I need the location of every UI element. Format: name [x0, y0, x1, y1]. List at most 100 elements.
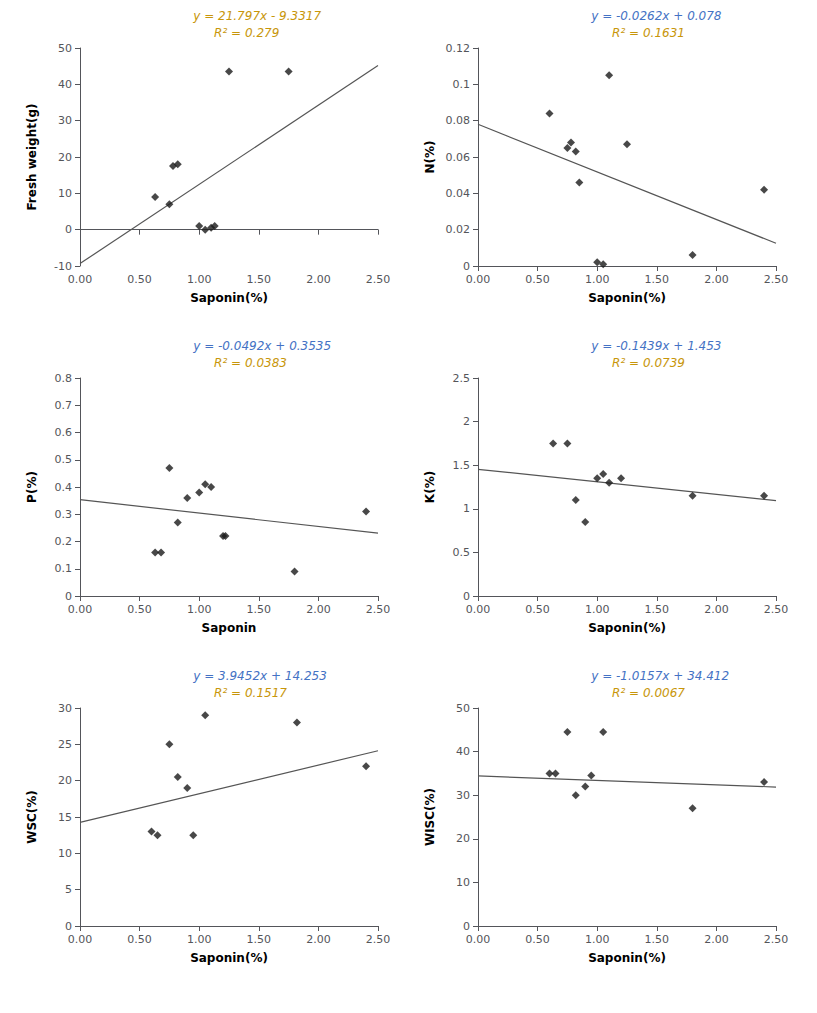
svg-text:y = -0.1439x + 1.453: y = -0.1439x + 1.453 — [590, 339, 721, 353]
svg-text:WISC(%): WISC(%) — [423, 788, 437, 846]
svg-text:0.50: 0.50 — [525, 603, 550, 616]
svg-text:0.00: 0.00 — [68, 933, 93, 946]
svg-text:1.00: 1.00 — [585, 933, 610, 946]
svg-text:Saponin(%): Saponin(%) — [190, 951, 268, 965]
svg-text:K(%): K(%) — [423, 471, 437, 503]
svg-text:1.50: 1.50 — [247, 603, 272, 616]
svg-text:WSC(%): WSC(%) — [25, 790, 39, 844]
svg-text:0.50: 0.50 — [127, 273, 152, 286]
svg-text:0: 0 — [463, 590, 470, 603]
svg-text:0.1: 0.1 — [55, 562, 73, 575]
svg-text:R² = 0.279: R² = 0.279 — [214, 26, 279, 40]
svg-text:2.00: 2.00 — [704, 273, 729, 286]
svg-text:10: 10 — [456, 876, 470, 889]
svg-text:0.00: 0.00 — [466, 273, 491, 286]
svg-text:2: 2 — [463, 415, 470, 428]
svg-text:P(%): P(%) — [25, 471, 39, 503]
svg-text:0.12: 0.12 — [446, 42, 471, 55]
svg-text:N(%): N(%) — [423, 140, 437, 173]
svg-text:1.00: 1.00 — [187, 933, 212, 946]
svg-text:0.50: 0.50 — [525, 273, 550, 286]
svg-text:0.00: 0.00 — [68, 273, 93, 286]
svg-text:2.00: 2.00 — [704, 933, 729, 946]
svg-text:0.50: 0.50 — [525, 933, 550, 946]
svg-text:10: 10 — [58, 847, 72, 860]
svg-text:R² = 0.0739: R² = 0.0739 — [612, 356, 685, 370]
svg-text:0.5: 0.5 — [453, 546, 471, 559]
svg-text:1.50: 1.50 — [247, 273, 272, 286]
svg-text:0: 0 — [463, 260, 470, 273]
svg-text:2.00: 2.00 — [704, 603, 729, 616]
svg-text:50: 50 — [58, 42, 72, 55]
svg-text:40: 40 — [58, 78, 72, 91]
svg-text:2.50: 2.50 — [764, 933, 789, 946]
svg-text:0.4: 0.4 — [55, 481, 73, 494]
svg-text:0.2: 0.2 — [55, 535, 73, 548]
svg-text:0: 0 — [65, 590, 72, 603]
svg-text:0: 0 — [65, 920, 72, 933]
svg-text:0.50: 0.50 — [127, 933, 152, 946]
svg-text:Fresh weight(g): Fresh weight(g) — [25, 103, 39, 210]
svg-text:25: 25 — [58, 738, 72, 751]
svg-text:Saponin: Saponin — [202, 621, 257, 635]
svg-text:1: 1 — [463, 502, 470, 515]
svg-text:y = 21.797x - 9.3317: y = 21.797x - 9.3317 — [192, 9, 321, 23]
svg-text:1.5: 1.5 — [453, 459, 471, 472]
svg-text:1.00: 1.00 — [585, 603, 610, 616]
svg-text:0.6: 0.6 — [55, 426, 73, 439]
svg-text:10: 10 — [58, 187, 72, 200]
svg-text:20: 20 — [58, 151, 72, 164]
svg-text:1.00: 1.00 — [585, 273, 610, 286]
svg-text:Saponin(%): Saponin(%) — [190, 291, 268, 305]
svg-text:0.02: 0.02 — [446, 223, 471, 236]
svg-text:2.00: 2.00 — [306, 273, 331, 286]
svg-text:30: 30 — [456, 789, 470, 802]
svg-text:2.5: 2.5 — [453, 372, 471, 385]
svg-text:30: 30 — [58, 702, 72, 715]
svg-text:Saponin(%): Saponin(%) — [588, 951, 666, 965]
svg-text:2.50: 2.50 — [366, 933, 391, 946]
svg-text:5: 5 — [65, 883, 72, 896]
svg-text:0.08: 0.08 — [446, 114, 471, 127]
svg-text:2.00: 2.00 — [306, 933, 331, 946]
svg-text:0: 0 — [65, 223, 72, 236]
svg-text:20: 20 — [456, 832, 470, 845]
svg-text:y = -1.0157x + 34.412: y = -1.0157x + 34.412 — [590, 669, 729, 683]
svg-text:y = -0.0262x + 0.078: y = -0.0262x + 0.078 — [590, 9, 722, 23]
svg-text:0.8: 0.8 — [55, 372, 73, 385]
svg-text:0: 0 — [463, 920, 470, 933]
svg-text:0.04: 0.04 — [446, 187, 471, 200]
svg-text:40: 40 — [456, 745, 470, 758]
svg-text:y = -0.0492x + 0.3535: y = -0.0492x + 0.3535 — [192, 339, 331, 353]
svg-text:2.50: 2.50 — [366, 273, 391, 286]
svg-text:R² = 0.0383: R² = 0.0383 — [214, 356, 287, 370]
svg-text:R² = 0.1631: R² = 0.1631 — [612, 26, 685, 40]
svg-text:0.1: 0.1 — [453, 78, 471, 91]
svg-text:1.50: 1.50 — [645, 933, 670, 946]
svg-text:0.3: 0.3 — [55, 508, 73, 521]
svg-text:2.00: 2.00 — [306, 603, 331, 616]
svg-text:20: 20 — [58, 774, 72, 787]
svg-text:0.06: 0.06 — [446, 151, 471, 164]
svg-text:0.5: 0.5 — [55, 453, 73, 466]
svg-text:0.00: 0.00 — [68, 603, 93, 616]
svg-text:R² = 0.1517: R² = 0.1517 — [214, 686, 287, 700]
svg-text:15: 15 — [58, 811, 72, 824]
svg-text:0.50: 0.50 — [127, 603, 152, 616]
svg-text:Saponin(%): Saponin(%) — [588, 621, 666, 635]
svg-text:y = 3.9452x + 14.253: y = 3.9452x + 14.253 — [192, 669, 327, 683]
svg-text:-10: -10 — [54, 260, 72, 273]
svg-text:50: 50 — [456, 702, 470, 715]
svg-text:1.00: 1.00 — [187, 273, 212, 286]
svg-text:1.50: 1.50 — [645, 603, 670, 616]
svg-text:1.50: 1.50 — [645, 273, 670, 286]
svg-text:0.7: 0.7 — [55, 399, 73, 412]
svg-text:1.00: 1.00 — [187, 603, 212, 616]
svg-text:0.00: 0.00 — [466, 603, 491, 616]
svg-text:1.50: 1.50 — [247, 933, 272, 946]
svg-text:2.50: 2.50 — [764, 603, 789, 616]
svg-text:2.50: 2.50 — [764, 273, 789, 286]
svg-text:Saponin(%): Saponin(%) — [588, 291, 666, 305]
svg-text:R² = 0.0067: R² = 0.0067 — [612, 686, 685, 700]
svg-text:2.50: 2.50 — [366, 603, 391, 616]
